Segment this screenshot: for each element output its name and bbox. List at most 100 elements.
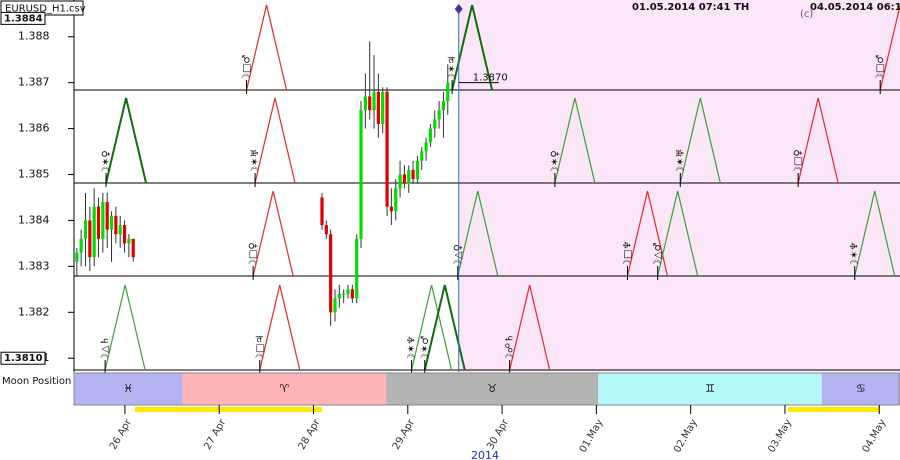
time-label: 01.05.2014 07:41 TH [632, 2, 749, 13]
aspect-label: ☽△♄ [100, 336, 111, 362]
candle-body [385, 91, 389, 207]
aspect-label: ☽□♆ [622, 241, 633, 268]
aspect-label: ☽□♃ [255, 335, 266, 362]
candle-body [342, 293, 346, 295]
aspect-peak [854, 190, 896, 277]
aspect-label: ☽✶♀ [101, 150, 112, 175]
moon-sign-glyph: ♈ [279, 382, 289, 395]
candle-body [428, 128, 433, 143]
moon-sign [598, 373, 822, 405]
aspect-label: ☽□♂ [875, 55, 886, 82]
aspect-peak [252, 190, 294, 277]
aspect-peak [259, 284, 301, 371]
aspect-label: ☽✶♂ [420, 336, 431, 362]
aspect-label: ☽✶♀ [550, 150, 561, 175]
aspect-label: ☽✶♆ [850, 242, 861, 268]
y-tick-label: 1.386 [18, 122, 50, 135]
candle-body [83, 220, 88, 239]
future-region [458, 0, 900, 372]
moon-sign [74, 373, 183, 405]
aspect-peak [879, 4, 900, 91]
aspect-peak [797, 97, 839, 184]
aspect-peak [554, 97, 596, 184]
moon-sign-glyph: ♓ [123, 382, 133, 395]
candle-body [437, 110, 441, 120]
range-label-box [0, 11, 46, 25]
candle-body [441, 101, 446, 111]
aspect-label: ☽✶♆ [407, 336, 418, 362]
moon-sign-glyph: ♋ [856, 382, 866, 395]
y-tick-label: 1.388 [18, 30, 50, 43]
aspect-label: ☽□♀ [793, 149, 804, 175]
candle-body [320, 197, 324, 226]
candle-body [109, 215, 114, 230]
candle-body [88, 220, 92, 258]
aspect-peak [104, 284, 146, 371]
now-marker-dot [457, 7, 461, 11]
moon-band-border [73, 372, 900, 406]
aspect-label: ☽△♂ [653, 242, 664, 268]
candle-body [389, 206, 393, 212]
aspect-label: ☽✶♃ [447, 56, 458, 82]
end-time-label: 04.05.2014 06:13 [810, 2, 900, 13]
candle-body [420, 151, 424, 161]
y-tick-label: 1.383 [18, 259, 50, 272]
moon-sign-glyph: ♉ [487, 382, 497, 395]
candle-body [346, 289, 350, 294]
moon-sign [821, 373, 900, 405]
candle-body [131, 238, 135, 258]
candle-body [350, 289, 354, 299]
candle-body [398, 174, 402, 189]
copyright: (c) [800, 9, 813, 20]
candle-body [446, 82, 450, 102]
candle-body [114, 215, 118, 235]
range-label: 1.3810 [4, 353, 43, 364]
aspect-peak [679, 97, 721, 184]
moon-sign-glyph: ♊ [705, 382, 715, 395]
aspect-peak [105, 97, 148, 184]
candle-body [101, 202, 105, 239]
band-label: Moon Position [2, 376, 71, 387]
moon-sign [182, 373, 387, 405]
y-tick-label: 1.385 [18, 168, 50, 181]
aspect-peak [657, 190, 699, 277]
candle-body [407, 169, 411, 184]
candle-body [363, 96, 367, 111]
candle-body [96, 206, 101, 239]
y-tick-label: 1.384 [18, 213, 50, 226]
candle-body [333, 298, 337, 313]
aspect-peak [509, 284, 551, 371]
aspect-label: ☽□♀ [248, 242, 259, 268]
candle-body [105, 202, 109, 230]
candle-body [424, 142, 428, 152]
aspect-label: ☽✶♅ [675, 149, 686, 175]
aspect-peak [457, 190, 499, 277]
candle-body [376, 91, 380, 124]
candle-body [92, 206, 96, 258]
weekend-bar [788, 407, 880, 412]
candle-body [122, 225, 127, 244]
candle-body [127, 238, 131, 244]
range-label-box [0, 351, 46, 365]
candle-body [415, 160, 420, 180]
candle-body [118, 225, 122, 235]
candle-body [394, 188, 398, 212]
aspect-label: ☽☍♄ [505, 334, 516, 362]
candle-body [433, 119, 437, 129]
plot-area: ☽□♂☽✶♃☽□♂☽✶♀☽✶♅☽✶♀☽✶♅☽□♀☽□♀☽△♀☽□♆☽△♂☽✶♆☽… [74, 0, 900, 374]
year-label: 2014 [471, 449, 499, 460]
candle-body [355, 238, 359, 299]
level-label: 1.3870 [473, 73, 508, 84]
aspect-peak [245, 4, 288, 91]
range-label: 1.3884 [4, 13, 43, 24]
aspect-peak [254, 97, 296, 184]
candle-body [337, 293, 341, 299]
aspect-peak [626, 190, 669, 277]
aspect-label: ☽✶♅ [250, 149, 261, 175]
candle-body [368, 96, 372, 111]
candle-body [329, 234, 333, 313]
candle-body [79, 238, 83, 253]
candle-body [381, 91, 385, 124]
aspect-label: ☽□♂ [242, 55, 253, 82]
